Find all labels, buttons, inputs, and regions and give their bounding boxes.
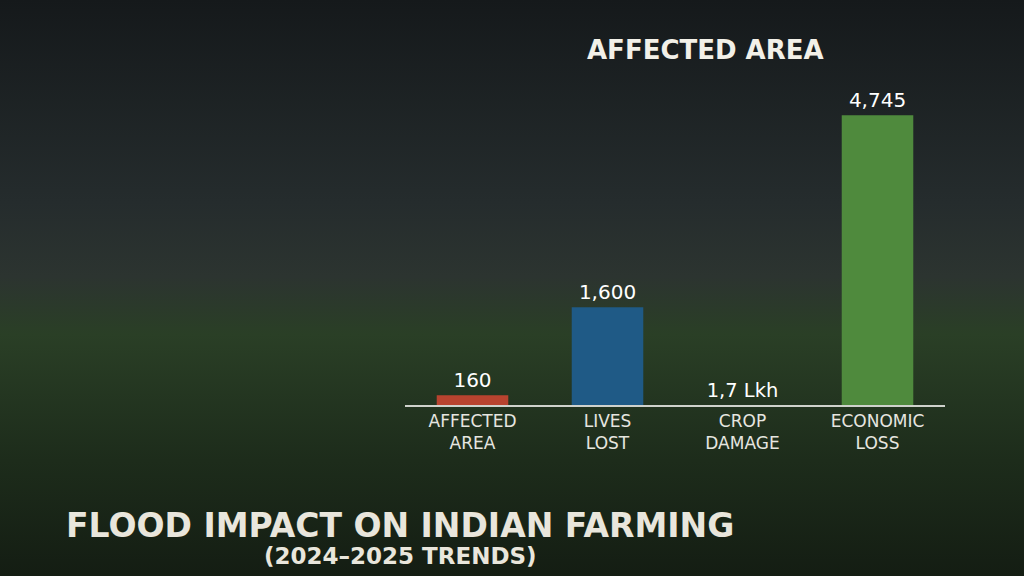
svg-text:1,7 Lkh: 1,7 Lkh [707,379,779,402]
svg-text:(2024–2025 TRENDS): (2024–2025 TRENDS) [264,543,537,569]
svg-text:AFFECTEDAREA: AFFECTEDAREA [428,411,516,453]
svg-text:LIVESLOST: LIVESLOST [584,411,632,453]
svg-text:160: 160 [453,368,491,392]
svg-text:CROPDAMAGE: CROPDAMAGE [705,411,779,453]
svg-text:FLOOD IMPACT ON INDIAN FARMING: FLOOD IMPACT ON INDIAN FARMING [66,506,734,545]
svg-text:AFFECTED AREA: AFFECTED AREA [587,35,824,65]
svg-text:4,745: 4,745 [849,88,906,112]
svg-text:ECONOMICLOSS: ECONOMICLOSS [831,411,925,453]
svg-text:1,600: 1,600 [579,280,636,304]
